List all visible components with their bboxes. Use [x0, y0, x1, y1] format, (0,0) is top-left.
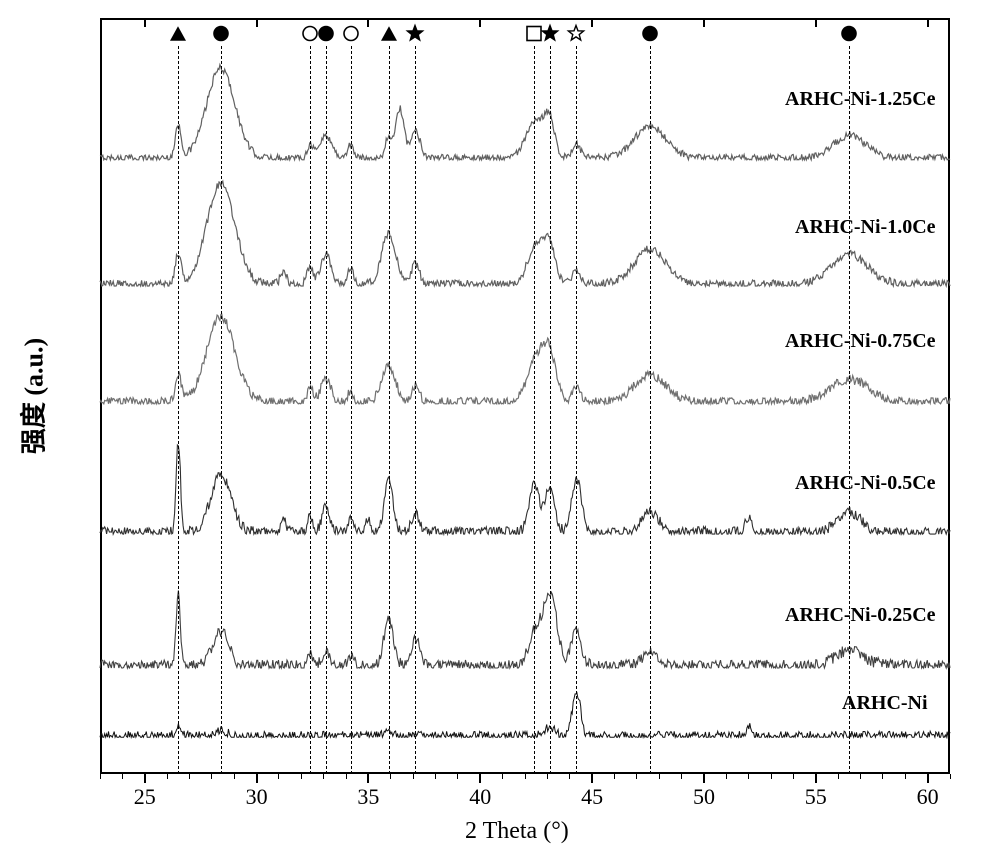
- x-tick-top: [479, 18, 481, 27]
- x-tick-top: [815, 18, 817, 27]
- x-minor-tick: [122, 774, 123, 779]
- x-minor-tick: [323, 774, 324, 779]
- x-tick-top: [591, 18, 593, 27]
- peak-guide-line: [534, 46, 535, 774]
- x-tick-top: [144, 18, 146, 27]
- x-minor-tick: [167, 774, 168, 779]
- peak-guide-line: [415, 46, 416, 774]
- peak-guide-line: [550, 46, 551, 774]
- xrd-figure: 强度 (a.u.) 2 Theta (°) 2530354045505560AR…: [0, 0, 1000, 864]
- x-minor-tick: [569, 774, 570, 779]
- x-tick-top: [703, 18, 705, 27]
- x-tick: [815, 774, 817, 783]
- x-minor-tick: [748, 774, 749, 779]
- peak-guide-line: [351, 46, 352, 774]
- triangle-filled-icon: [379, 24, 399, 49]
- series-label: ARHC-Ni-0.75Ce: [785, 330, 936, 353]
- x-tick: [479, 774, 481, 783]
- x-minor-tick: [413, 774, 414, 779]
- x-minor-tick: [301, 774, 302, 779]
- x-tick-top: [927, 18, 929, 27]
- peak-guide-line: [576, 46, 577, 774]
- peak-guide-line: [650, 46, 651, 774]
- peak-guide-line: [849, 46, 850, 774]
- x-minor-tick: [390, 774, 391, 779]
- triangle-filled-icon: [168, 24, 188, 49]
- x-minor-tick: [905, 774, 906, 779]
- x-minor-tick: [457, 774, 458, 779]
- x-minor-tick: [189, 774, 190, 779]
- circle-filled-icon: [316, 24, 336, 49]
- x-minor-tick: [278, 774, 279, 779]
- x-tick-label: 50: [684, 784, 724, 810]
- xrd-curve-ARHC-Ni: [100, 693, 950, 737]
- x-minor-tick: [681, 774, 682, 779]
- xrd-curve-ARHC-Ni-0.75Ce: [100, 314, 950, 404]
- x-tick-top: [256, 18, 258, 27]
- x-minor-tick: [882, 774, 883, 779]
- x-minor-tick: [435, 774, 436, 779]
- x-minor-tick: [614, 774, 615, 779]
- star-filled-icon: [540, 24, 560, 49]
- x-tick-label: 35: [348, 784, 388, 810]
- x-tick: [591, 774, 593, 783]
- x-tick-label: 45: [572, 784, 612, 810]
- x-minor-tick: [771, 774, 772, 779]
- x-tick-label: 25: [125, 784, 165, 810]
- x-tick: [927, 774, 929, 783]
- x-tick: [703, 774, 705, 783]
- x-minor-tick: [636, 774, 637, 779]
- x-minor-tick: [525, 774, 526, 779]
- circle-open-icon: [341, 24, 361, 49]
- x-minor-tick: [100, 774, 101, 779]
- series-label: ARHC-Ni: [842, 692, 928, 715]
- x-tick-label: 30: [237, 784, 277, 810]
- xrd-curve-ARHC-Ni-0.25Ce: [100, 590, 950, 668]
- series-label: ARHC-Ni-1.25Ce: [785, 88, 936, 111]
- peak-guide-line: [310, 46, 311, 774]
- x-minor-tick: [793, 774, 794, 779]
- x-minor-tick: [211, 774, 212, 779]
- series-label: ARHC-Ni-1.0Ce: [795, 216, 936, 239]
- peak-guide-line: [221, 46, 222, 774]
- x-tick-top: [367, 18, 369, 27]
- x-tick-label: 55: [796, 784, 836, 810]
- peak-guide-line: [326, 46, 327, 774]
- star-filled-icon: [405, 24, 425, 49]
- x-tick-label: 60: [908, 784, 948, 810]
- xrd-curve-ARHC-Ni-1.25Ce: [100, 65, 950, 160]
- x-minor-tick: [346, 774, 347, 779]
- x-minor-tick: [950, 774, 951, 779]
- x-minor-tick: [860, 774, 861, 779]
- circle-filled-icon: [211, 24, 231, 49]
- series-label: ARHC-Ni-0.25Ce: [785, 604, 936, 627]
- x-minor-tick: [659, 774, 660, 779]
- peak-guide-line: [178, 46, 179, 774]
- x-minor-tick: [726, 774, 727, 779]
- x-tick: [367, 774, 369, 783]
- circle-filled-icon: [640, 24, 660, 49]
- x-tick-label: 40: [460, 784, 500, 810]
- star-open-icon: [566, 24, 586, 49]
- x-minor-tick: [838, 774, 839, 779]
- x-minor-tick: [547, 774, 548, 779]
- peak-guide-line: [389, 46, 390, 774]
- series-label: ARHC-Ni-0.5Ce: [795, 472, 936, 495]
- x-minor-tick: [234, 774, 235, 779]
- x-axis-label: 2 Theta (°): [465, 818, 569, 845]
- x-minor-tick: [502, 774, 503, 779]
- x-tick: [256, 774, 258, 783]
- circle-filled-icon: [839, 24, 859, 49]
- x-tick: [144, 774, 146, 783]
